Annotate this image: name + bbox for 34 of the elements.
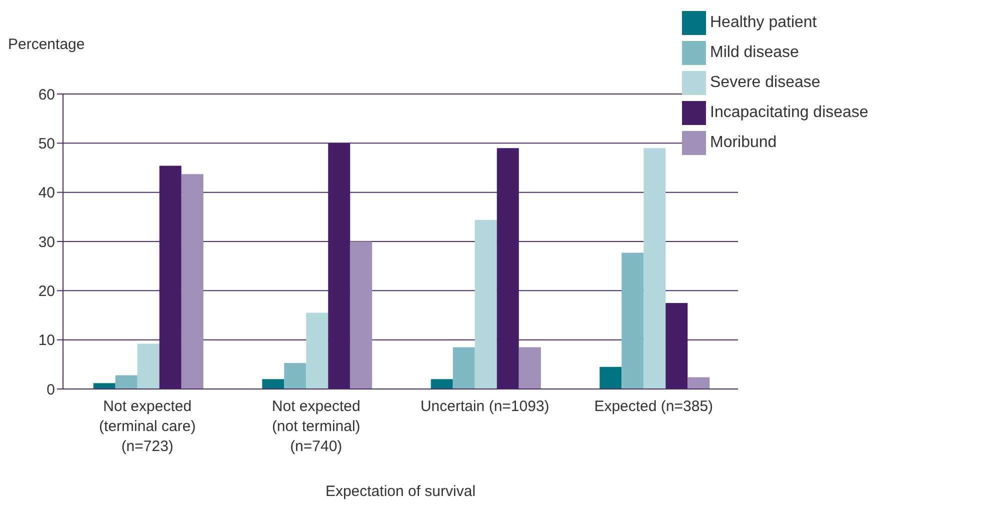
bar: [430, 379, 453, 389]
y-tick-label: 0: [46, 381, 55, 398]
bar: [600, 366, 622, 389]
bar: [181, 174, 204, 389]
legend-label: Incapacitating disease: [710, 104, 868, 121]
x-tick-label: Uncertain (n=1093): [420, 398, 550, 415]
y-tick-label: 50: [38, 135, 55, 152]
bar: [350, 242, 372, 389]
legend-label: Mild disease: [710, 44, 799, 61]
x-tick-label: Not expected (terminal care) (n=723): [99, 398, 196, 455]
y-tick-label: 20: [38, 282, 55, 300]
y-tick-label: 40: [38, 184, 55, 202]
x-tick-label: Not expected (not terminal) (n=740): [272, 398, 360, 455]
y-axis-title: Percentage: [8, 36, 85, 53]
x-axis-title: Expectation of survival: [325, 483, 476, 500]
bar: [262, 379, 284, 389]
bar: [115, 375, 138, 389]
bar: [644, 148, 666, 389]
bar: [518, 347, 541, 389]
x-tick-label: Expected (n=385): [594, 398, 714, 415]
bar: [137, 344, 160, 389]
bar: [284, 362, 306, 389]
legend-label: Healthy patient: [710, 14, 817, 31]
y-tick-label: 30: [38, 234, 55, 251]
bar: [688, 377, 710, 389]
bar: [622, 252, 644, 389]
bar: [452, 347, 475, 389]
legend-label: Severe disease: [710, 74, 820, 91]
bar: [306, 312, 328, 389]
bar: [474, 220, 497, 389]
legend-label: Moribund: [710, 134, 777, 151]
bar: [93, 383, 116, 389]
y-tick-label: 10: [38, 332, 55, 350]
y-tick-label: 60: [38, 86, 55, 104]
